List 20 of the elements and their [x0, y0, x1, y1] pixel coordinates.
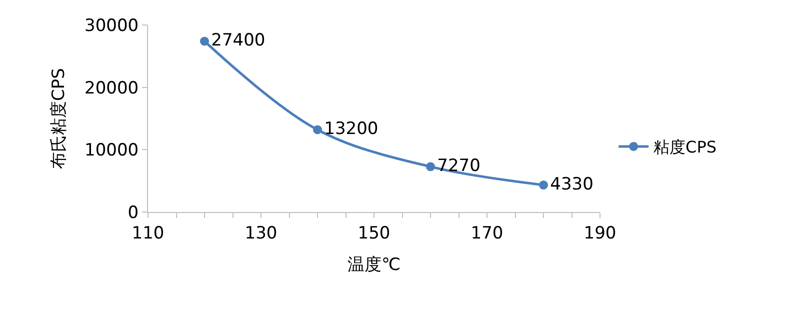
point: [426, 162, 435, 172]
data-label: 4330: [550, 174, 594, 194]
x-tick-label: 150: [358, 223, 390, 244]
legend-label: 粘度CPS: [654, 138, 717, 157]
y-tick-label: 0: [128, 202, 139, 223]
point: [200, 36, 209, 46]
y-tick-label: 10000: [84, 140, 139, 161]
data-label: 27400: [211, 30, 266, 50]
x-tick-label: 190: [584, 223, 616, 244]
y-tick-label: 20000: [84, 78, 139, 98]
x-tick-label: 110: [132, 223, 164, 244]
point: [313, 125, 322, 134]
x-tick-label: 170: [470, 223, 504, 244]
x-axis-title: 温度℃: [347, 254, 401, 275]
y-axis-title: 布氏粘度CPS: [49, 68, 70, 169]
data-label: 13200: [324, 118, 378, 139]
data-label: 7270: [437, 156, 480, 176]
point: [539, 180, 548, 190]
x-tick-label: 130: [244, 223, 278, 244]
y-tick-label: 30000: [84, 16, 139, 36]
